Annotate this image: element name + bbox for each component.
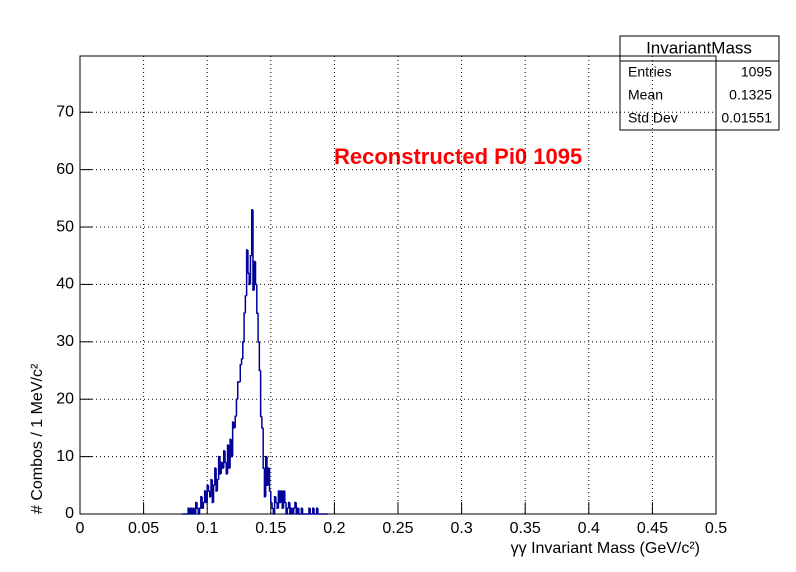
histogram-bin [198,507,201,514]
histogram-bin [254,261,257,286]
x-tick-label: 0.1 [196,520,218,537]
histogram-bin [287,501,290,509]
histogram-bin [298,508,301,515]
stats-value: 0.01551 [721,110,772,126]
x-tick-label: 0.15 [255,520,286,537]
y-tick-label: 40 [56,276,74,293]
histogram-bin [259,370,262,418]
histogram-bin [281,491,284,510]
histogram-bin [243,312,246,342]
histogram-bin [292,507,295,514]
y-tick-label: 60 [56,161,74,178]
histogram-bin [240,358,243,365]
x-axis-label: γγ Invariant Mass (GeV/c²) [511,540,700,557]
x-tick-label: 0.4 [578,520,600,537]
histogram-bin [201,496,204,510]
stats-key: Entries [628,64,672,80]
histogram-bin [206,484,209,503]
histogram-bin [263,468,266,498]
annotation: Reconstructed Pi0 1095 [334,144,582,169]
y-tick-label: 20 [56,390,74,407]
histogram-bin [270,491,273,504]
histogram-bin [231,421,234,457]
histogram-bin [286,507,289,514]
histogram-bin [208,491,212,498]
histogram-bin [276,502,279,510]
histogram-bin [317,508,320,515]
stats-key: Std Dev [628,110,678,126]
x-tick-label: 0.35 [510,520,541,537]
stats-value: 0.1325 [729,87,772,103]
histogram-bin [216,478,219,492]
histogram-bin [214,467,217,486]
histogram-bin [215,468,218,492]
histogram-bin [195,501,198,514]
x-tick-label: 0.25 [382,520,413,537]
stats-box: InvariantMass Entries 1095 Mean 0.1325 S… [619,35,780,131]
histogram-bin [247,249,250,274]
x-tick-label: 0.5 [705,520,727,537]
histogram-bin [267,467,270,486]
histogram-bin [219,456,222,475]
histogram-bin [301,508,304,515]
y-tick-label: 70 [56,103,74,120]
x-tick-label: 0 [76,520,85,537]
y-tick-label: 50 [56,218,74,235]
x-tick-label: 0.45 [637,520,668,537]
histogram-bin [239,364,242,382]
histogram-bin [294,501,297,509]
histogram-bin [275,496,278,504]
histogram-bin [229,438,232,469]
histogram-bin [262,427,265,469]
histogram-bin [230,439,233,458]
histogram-bin [258,341,261,372]
stats-frame [619,35,780,131]
histogram-bin [242,341,245,360]
stats-value: 1095 [741,64,772,80]
y-tick-label: 0 [65,505,74,522]
x-tick-label: 0.3 [450,520,472,537]
histogram-bin [225,462,228,475]
histogram-bin [284,491,287,504]
histogram-bin [244,295,247,314]
x-tick-label: 0.05 [128,520,159,537]
histogram-bin [313,508,316,515]
histogram-bin [236,381,239,400]
x-tick-label: 0.2 [323,520,345,537]
y-tick-label: 30 [56,333,74,350]
histogram-bin [309,508,312,515]
stats-title: InvariantMass [646,38,752,57]
y-axis-label: # Combos / 1 MeV/c² [29,363,46,514]
y-tick-label: 10 [56,448,74,465]
histogram-bin [222,450,226,469]
histogram-bin [233,422,236,429]
stats-key: Mean [628,87,663,103]
